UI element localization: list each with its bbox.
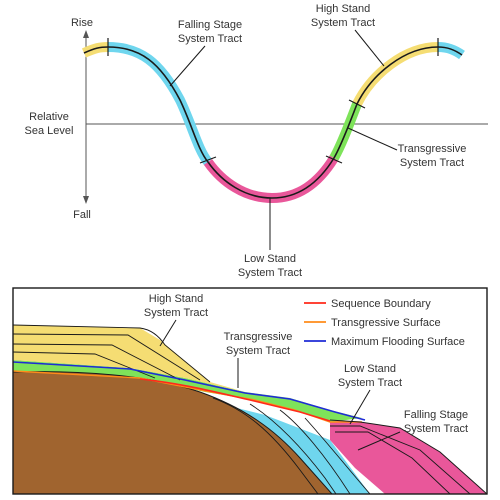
legend-label-transgressive-surface: Transgressive Surface xyxy=(331,317,441,329)
falling-stage-stratal-line xyxy=(212,397,319,494)
sea-level-curve-line xyxy=(83,46,463,199)
maximum-flooding-surface xyxy=(13,361,366,421)
section-label-high-stand-line1: High Stand xyxy=(149,293,203,305)
section-label-low-stand-line2: System Tract xyxy=(338,377,402,389)
highstand-top-outline xyxy=(13,324,211,383)
legend-label-sequence-boundary: Sequence Boundary xyxy=(331,298,431,310)
label-falling-stage-line2: System Tract xyxy=(178,33,242,45)
legend-label-maximum-flooding-surface: Maximum Flooding Surface xyxy=(331,336,465,348)
basement-unit xyxy=(13,371,333,494)
curve-band-highstand-right xyxy=(352,42,439,107)
leader-high-stand xyxy=(354,29,385,67)
section-label-falling-stage-line2: System Tract xyxy=(404,423,468,435)
cross-section-diagram: High Stand System Tract Transgressive Sy… xyxy=(12,287,488,495)
highstand-stratal-line xyxy=(13,343,181,381)
low-stand-unit xyxy=(330,420,487,494)
axis-arrow-down-icon xyxy=(83,196,89,204)
leader-falling-stage xyxy=(169,45,206,87)
high-stand-unit xyxy=(13,325,245,392)
low-stand-top-outline xyxy=(329,419,487,494)
axis-rise-label: Rise xyxy=(71,17,93,29)
label-transgressive-line1: Transgressive xyxy=(398,143,467,155)
falling-stage-stratal-line xyxy=(279,409,351,494)
boundary-tick xyxy=(199,156,217,164)
section-leader-high-stand xyxy=(159,319,177,347)
curve-band-low-stand xyxy=(203,155,339,204)
section-leader-falling-stage xyxy=(357,431,401,451)
label-falling-stage-line1: Falling Stage xyxy=(178,19,242,31)
axis-title-line2: Sea Level xyxy=(25,125,74,137)
section-leader-low-stand xyxy=(349,389,371,425)
falling-stage-stratal-line xyxy=(304,417,371,494)
falling-stage-stratal-line xyxy=(249,403,337,494)
section-label-transgressive-line1: Transgressive xyxy=(224,331,293,343)
sequence-boundary xyxy=(139,378,331,422)
section-label-low-stand-line1: Low Stand xyxy=(344,363,396,375)
label-high-stand-line1: High Stand xyxy=(316,3,370,15)
axis-fall-label: Fall xyxy=(73,209,91,221)
axis-title-line1: Relative xyxy=(29,111,69,123)
highstand-stratal-line xyxy=(13,333,201,381)
low-stand-stratal-line xyxy=(330,425,471,494)
section-label-transgressive-line2: System Tract xyxy=(226,345,290,357)
leader-transgressive xyxy=(347,127,398,151)
sea-level-curve-diagram: Rise Fall Relative Sea Level Falling Sta… xyxy=(25,3,488,279)
section-label-high-stand-line2: System Tract xyxy=(144,307,208,319)
boundary-tick xyxy=(348,99,366,109)
low-stand-stratal-line xyxy=(335,431,451,494)
transgressive-surface xyxy=(13,370,362,423)
section-label-falling-stage-line1: Falling Stage xyxy=(404,409,468,421)
label-low-stand-line2: System Tract xyxy=(238,267,302,279)
label-transgressive-line2: System Tract xyxy=(400,157,464,169)
curve-band-falling-stage xyxy=(107,42,213,166)
boundary-tick xyxy=(325,155,343,164)
axis-arrow-up-icon xyxy=(83,30,89,38)
legend: Sequence Boundary Transgressive Surface … xyxy=(304,298,465,348)
cross-section-frame xyxy=(12,287,488,495)
label-high-stand-line2: System Tract xyxy=(311,17,375,29)
label-low-stand-line1: Low Stand xyxy=(244,253,296,265)
